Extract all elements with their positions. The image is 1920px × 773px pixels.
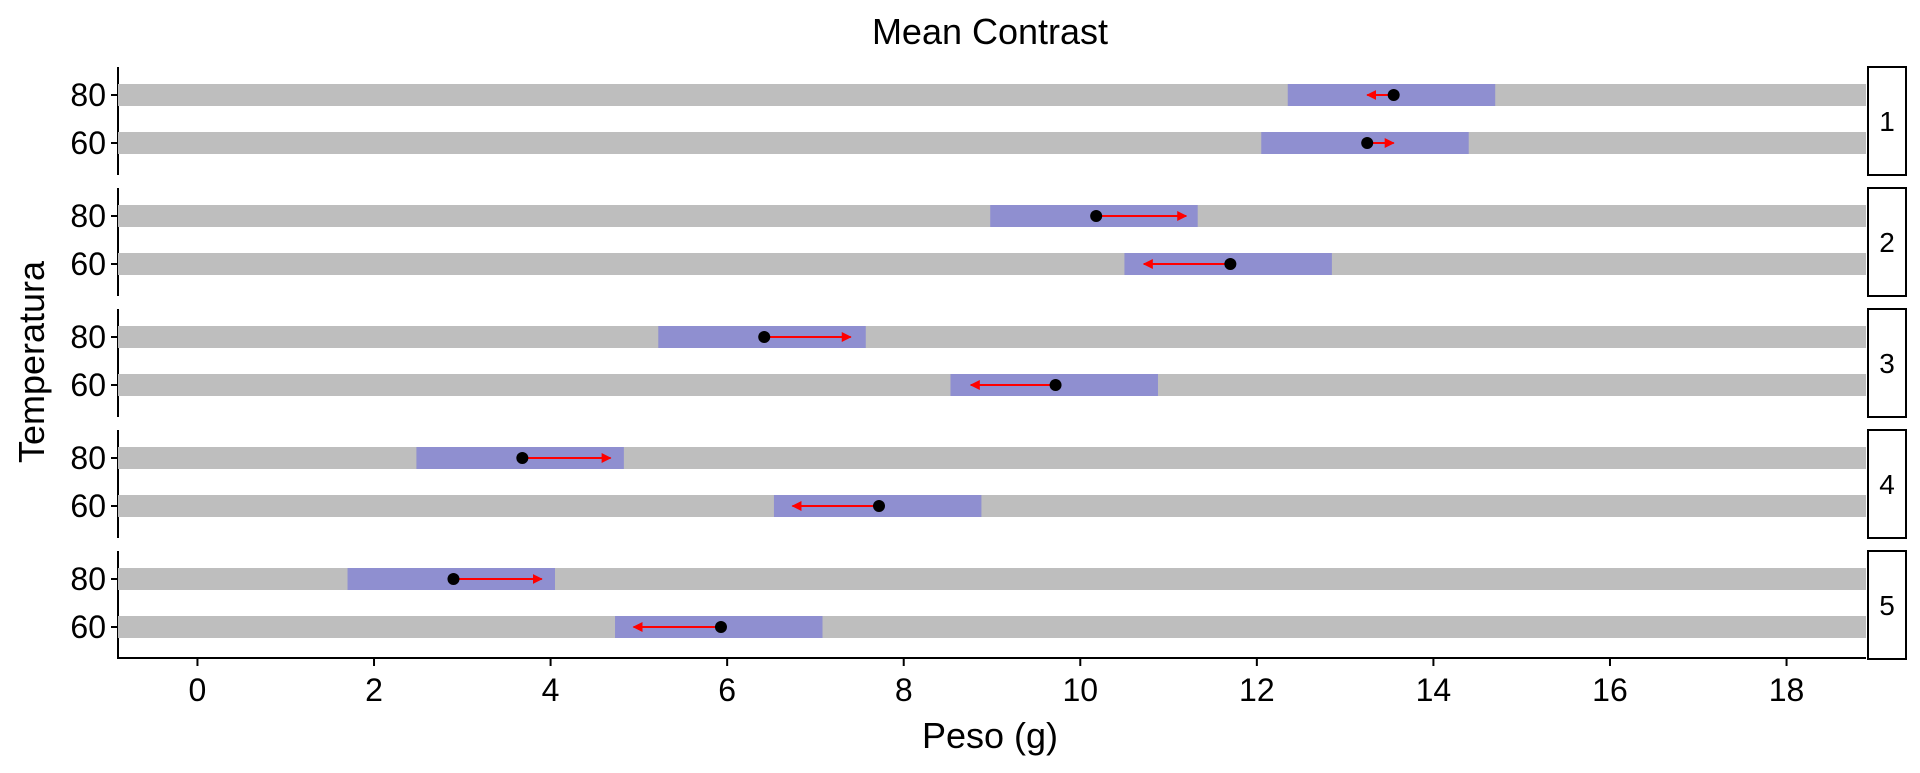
facet-strip-label: 3 <box>1879 348 1895 379</box>
y-tick-label: 80 <box>70 440 106 476</box>
mean-point <box>516 452 529 464</box>
facet-strip-label: 4 <box>1879 469 1895 500</box>
y-tick-label: 60 <box>70 609 106 645</box>
x-tick-label: 10 <box>1062 672 1098 708</box>
mean-point <box>758 331 771 343</box>
y-tick-label: 80 <box>70 198 106 234</box>
track-bar <box>118 253 1866 275</box>
y-axis-title: Temperatura <box>11 260 52 463</box>
x-tick-label: 4 <box>542 672 560 708</box>
y-tick-label: 60 <box>70 488 106 524</box>
x-tick-label: 12 <box>1239 672 1275 708</box>
plot-area: 80 60 1 80 60 2 80 60 3 80 60 4 80 60 5 0 2 4 6 8 10 12 14 16 18 <box>70 66 1907 708</box>
y-tick-label: 60 <box>70 125 106 161</box>
mean-point <box>447 573 460 585</box>
mean-point <box>1361 137 1374 149</box>
y-tick-label: 80 <box>70 561 106 597</box>
mean-point <box>872 500 885 512</box>
y-tick-label: 80 <box>70 319 106 355</box>
track-bar <box>118 616 1866 638</box>
x-tick-label: 16 <box>1592 672 1628 708</box>
facet-strip <box>1867 187 1907 297</box>
facet-strip-label: 5 <box>1879 590 1895 621</box>
facet-strip-label: 1 <box>1879 106 1895 137</box>
track-bar <box>118 326 1866 348</box>
x-tick-label: 6 <box>718 672 736 708</box>
track-bar <box>118 447 1866 469</box>
mean-point <box>1049 379 1062 391</box>
mean-point <box>1387 89 1400 101</box>
mean-point <box>1090 210 1103 222</box>
facet-strip <box>1867 550 1907 660</box>
x-tick-label: 14 <box>1416 672 1452 708</box>
track-bar <box>118 495 1866 517</box>
y-tick-label: 80 <box>70 77 106 113</box>
y-tick-label: 60 <box>70 367 106 403</box>
mean-point <box>1224 258 1237 270</box>
track-bar <box>118 132 1866 154</box>
x-tick-label: 8 <box>895 672 913 708</box>
facet-strip <box>1867 429 1907 539</box>
facet-strip <box>1867 66 1907 176</box>
chart-title: Mean Contrast <box>872 11 1108 52</box>
x-axis-title: Peso (g) <box>922 715 1058 756</box>
x-tick-label: 2 <box>365 672 383 708</box>
facet-strip <box>1867 308 1907 418</box>
y-tick-label: 60 <box>70 246 106 282</box>
track-bar <box>118 84 1866 106</box>
facet-strip-label: 2 <box>1879 227 1895 258</box>
x-tick-label: 18 <box>1769 672 1805 708</box>
mean-point <box>714 621 727 633</box>
x-tick-label: 0 <box>189 672 207 708</box>
